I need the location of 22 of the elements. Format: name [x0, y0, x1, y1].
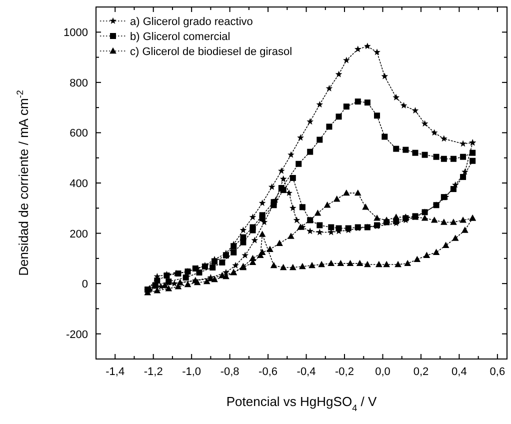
x-axis-title: Potencial vs HgHgSO$_{4}$ / V	[226, 394, 377, 413]
y-tick-label: 800	[70, 77, 88, 90]
x-tick-label: 0,4	[452, 366, 467, 378]
x-tick-label: -1,4	[106, 366, 125, 378]
x-tick-label: 0,2	[413, 366, 429, 378]
y-tick-label: -200	[66, 328, 88, 341]
y-tick-label: 400	[70, 178, 88, 190]
legend-label: a) Glicerol grado reactivo	[130, 16, 253, 28]
x-tick-label: 0,6	[490, 366, 506, 378]
y-tick-label: 600	[70, 128, 88, 140]
x-tick-label: -1,2	[144, 366, 163, 378]
x-tick-label: -0,8	[220, 366, 240, 378]
x-tick-label: 0,0	[375, 366, 390, 378]
x-tick-label: -0,6	[258, 366, 278, 378]
x-tick-label: -1,0	[182, 366, 202, 378]
y-tick-label: 200	[70, 228, 88, 240]
y-tick-label: 0	[82, 278, 88, 291]
y-tick-label: 1000	[64, 27, 88, 40]
legend-label: b) Glicerol comercial	[130, 31, 230, 43]
legend-label: c) Glicerol de biodiesel de girasol	[130, 46, 292, 58]
x-tick-label: -0,2	[335, 366, 354, 378]
x-tick-label: -0,4	[296, 366, 316, 378]
